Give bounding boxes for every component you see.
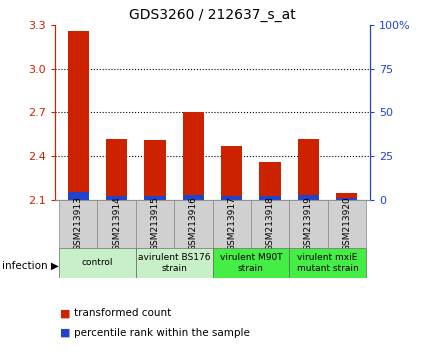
Bar [68,31,89,200]
Bar [183,113,204,200]
Text: GSM213915: GSM213915 [150,196,159,251]
Bar [221,146,242,200]
Bar [298,139,319,200]
Bar [174,200,212,248]
Text: avirulent BS176
strain: avirulent BS176 strain [138,253,210,273]
Bar [136,248,212,278]
Text: ■: ■ [60,328,70,338]
Text: infection ▶: infection ▶ [2,261,59,271]
Text: GSM213914: GSM213914 [112,196,121,251]
Bar [336,193,357,200]
Bar [144,140,165,200]
Bar [251,200,289,248]
Bar [336,198,357,200]
Bar [212,200,251,248]
Bar [59,200,97,248]
Bar [136,200,174,248]
Text: GSM213919: GSM213919 [304,196,313,251]
Title: GDS3260 / 212637_s_at: GDS3260 / 212637_s_at [129,8,296,22]
Bar [212,248,289,278]
Bar [298,195,319,200]
Bar [59,248,136,278]
Text: GSM213916: GSM213916 [189,196,198,251]
Text: percentile rank within the sample: percentile rank within the sample [74,328,250,338]
Bar [106,139,127,200]
Text: virulent M90T
strain: virulent M90T strain [220,253,282,273]
Bar [97,200,136,248]
Bar [144,196,165,200]
Text: ■: ■ [60,308,70,318]
Text: GSM213913: GSM213913 [74,196,83,251]
Bar [289,248,366,278]
Bar [68,192,89,200]
Bar [106,196,127,200]
Text: GSM213918: GSM213918 [266,196,275,251]
Text: GSM213920: GSM213920 [342,196,351,251]
Bar [221,196,242,200]
Bar [328,200,366,248]
Text: control: control [82,258,113,267]
Bar [289,200,328,248]
Text: GSM213917: GSM213917 [227,196,236,251]
Bar [260,162,280,200]
Bar [260,196,280,200]
Text: virulent mxiE
mutant strain: virulent mxiE mutant strain [297,253,358,273]
Text: transformed count: transformed count [74,308,172,318]
Bar [183,195,204,200]
